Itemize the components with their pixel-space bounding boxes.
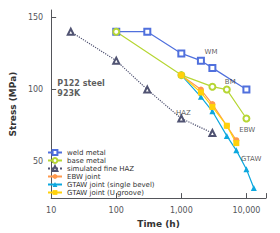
svg-text:HAZ: HAZ [176,109,191,117]
svg-text:923K: 923K [57,89,81,98]
svg-text:GTAW: GTAW [241,155,261,163]
svg-text:WM: WM [205,48,218,56]
svg-text:EBW: EBW [239,126,255,134]
svg-text:100: 100 [109,206,124,215]
svg-text:50: 50 [33,157,43,166]
svg-text:EBW joint: EBW joint [67,173,101,181]
svg-text:10,000: 10,000 [232,206,260,215]
svg-text:base metal: base metal [67,157,106,165]
svg-text:P122 steel: P122 steel [57,79,105,88]
svg-text:simulated fine HAZ: simulated fine HAZ [67,165,134,173]
svg-text:BM: BM [225,78,236,86]
svg-text:100: 100 [28,85,43,94]
svg-text:GTAW joint (U groove): GTAW joint (U groove) [67,189,144,197]
svg-text:Stress (MPa): Stress (MPa) [8,72,18,137]
svg-text:1,000: 1,000 [170,206,193,215]
svg-text:10: 10 [46,206,56,215]
svg-text:GTAW joint (single bevel): GTAW joint (single bevel) [67,181,155,189]
svg-text:weld metal: weld metal [67,149,106,157]
svg-text:Time (h): Time (h) [137,219,179,229]
svg-text:150: 150 [28,13,43,22]
